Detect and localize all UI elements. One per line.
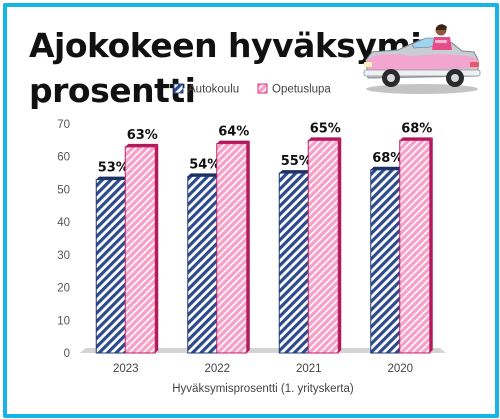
y-tick-label: 70 [57, 119, 70, 131]
bar-autokoulu-2020 [370, 169, 402, 354]
bar-top [308, 137, 342, 141]
y-tick-label: 0 [64, 348, 70, 360]
bar-side [155, 143, 159, 353]
bar-top [216, 140, 250, 144]
bar-side [246, 140, 250, 353]
data-label: 54% [189, 157, 220, 172]
bar-autokoulu-2022 [187, 175, 219, 354]
data-label: 68% [401, 121, 432, 136]
x-tick-label: 2022 [204, 363, 230, 375]
y-tick-label: 50 [57, 184, 70, 196]
bar-top [279, 170, 313, 174]
bar-top [96, 176, 130, 180]
legend-swatch-opetuslupa [257, 83, 268, 94]
bar-top [399, 137, 433, 141]
x-axis-title: Hyväksymisprosentti (1. yrityskerta) [172, 383, 354, 395]
bar-opetuslupa-2023 [124, 146, 156, 354]
y-tick-label: 40 [57, 217, 70, 229]
bar-opetuslupa-2020 [399, 139, 431, 354]
bar-side [429, 137, 433, 353]
data-label: 63% [127, 128, 158, 143]
data-label: 64% [218, 125, 249, 140]
floor-shadow [80, 348, 446, 353]
x-tick-label: 2020 [387, 363, 413, 375]
y-tick-label: 30 [57, 250, 70, 262]
bar-autokoulu-2021 [278, 172, 310, 354]
x-tick-label: 2021 [296, 363, 322, 375]
bar-side [338, 137, 342, 353]
title-line-2: prosentti [29, 71, 196, 110]
y-tick-label: 20 [57, 283, 70, 295]
bar-autokoulu-2023 [95, 179, 127, 354]
data-label: 68% [372, 151, 403, 166]
y-tick-label: 10 [57, 315, 70, 327]
bar-top [187, 173, 221, 177]
plot-area: 0 10 20 30 40 50 60 70 2023 53% 63% 2022 54% 64% 2021 5… [57, 119, 446, 375]
legend-label-opetuslupa: Opetuslupa [272, 84, 331, 96]
legend: Autokoulu Opetuslupa [173, 83, 331, 96]
chart-title: Ajokokeen hyväksymis prosentti [29, 23, 441, 113]
bar-top [370, 166, 404, 170]
data-label: 65% [310, 121, 341, 136]
y-tick-label: 60 [57, 152, 70, 164]
legend-swatch-autokoulu [173, 83, 184, 94]
x-tick-label: 2023 [113, 363, 139, 375]
bar-top [125, 143, 159, 147]
bar-opetuslupa-2021 [307, 139, 339, 354]
legend-label-autokoulu: Autokoulu [188, 84, 239, 96]
car-illustration-icon [363, 24, 481, 94]
bar-opetuslupa-2022 [216, 143, 248, 354]
data-label: 53% [98, 161, 129, 176]
data-label: 55% [281, 154, 312, 169]
